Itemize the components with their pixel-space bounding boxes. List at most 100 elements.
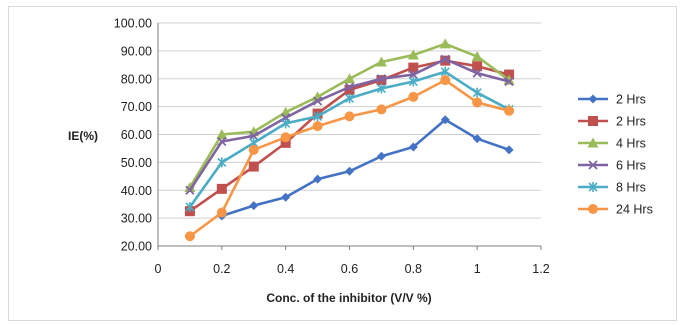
legend-marker	[587, 137, 599, 148]
legend: 2 Hrs 2 Hrs 4 Hrs 6 Hrs 8 Hrs 24 Hrs	[578, 93, 653, 217]
gridlines	[158, 22, 541, 247]
data-point	[249, 201, 259, 211]
data-point	[408, 62, 419, 73]
series-4	[185, 54, 514, 195]
legend-marker	[588, 160, 598, 170]
data-point	[472, 87, 482, 98]
legend-item: 2 Hrs	[578, 115, 646, 129]
series-5	[185, 66, 514, 212]
data-point	[217, 136, 227, 147]
y-tick-label: 60.00	[121, 128, 152, 142]
x-tick-label: 1.2	[532, 262, 549, 276]
data-point	[344, 111, 355, 122]
data-point	[504, 105, 515, 116]
data-point	[440, 54, 450, 64]
data-point	[185, 201, 195, 212]
data-point	[312, 96, 323, 106]
data-point	[376, 83, 386, 94]
series-line	[221, 118, 510, 218]
data-point	[375, 56, 387, 67]
data-point	[217, 157, 227, 168]
data-point	[407, 49, 419, 60]
data-point	[376, 75, 387, 86]
series-line	[189, 78, 510, 238]
y-tick-label: 70.00	[121, 100, 152, 114]
y-tick-label: 50.00	[121, 156, 152, 170]
legend-label: 2 Hrs	[616, 93, 646, 107]
data-point	[216, 207, 227, 218]
axes	[157, 23, 542, 250]
chart-frame	[8, 6, 677, 321]
legend-label: 24 Hrs	[616, 203, 653, 217]
data-point	[376, 151, 386, 161]
legend-item: 4 Hrs	[578, 137, 646, 151]
x-tick-label: 0.8	[405, 262, 422, 276]
data-point	[408, 76, 418, 87]
y-tick-label: 90.00	[121, 44, 152, 58]
data-point	[408, 91, 419, 102]
data-point	[344, 73, 355, 84]
y-tick-label: 100.00	[114, 17, 152, 31]
data-point	[345, 166, 354, 176]
legend-label: 6 Hrs	[616, 159, 646, 173]
legend-item: 6 Hrs	[578, 159, 646, 173]
data-point	[504, 69, 515, 80]
series-lines	[184, 38, 515, 242]
data-point	[313, 174, 323, 184]
x-tick-label: 0.4	[277, 262, 294, 276]
legend-marker	[588, 116, 598, 126]
data-point	[344, 84, 355, 95]
data-point	[504, 76, 514, 87]
data-point	[439, 38, 451, 49]
data-point	[249, 131, 259, 141]
legend-item: 8 Hrs	[578, 181, 646, 195]
series-6	[184, 75, 515, 242]
series-1	[217, 115, 514, 221]
data-point	[280, 132, 291, 143]
legend-label: 4 Hrs	[616, 137, 646, 151]
data-point	[376, 74, 387, 84]
data-point	[376, 104, 387, 115]
y-tick-label: 80.00	[121, 72, 152, 86]
x-axis-title: Conc. of the inhibitor (V/V %)	[266, 291, 431, 305]
data-point	[313, 111, 323, 122]
data-point	[504, 145, 514, 155]
data-point	[185, 185, 195, 195]
data-point	[472, 61, 483, 72]
data-point	[312, 121, 323, 132]
y-axis-title: IE(%)	[68, 129, 98, 143]
data-point	[440, 75, 451, 86]
tick-labels: 20.00 30.00 40.00 50.00 60.00 70.00 80.00 90.00…	[114, 17, 550, 277]
data-point	[184, 181, 196, 192]
legend-marker	[588, 94, 598, 104]
x-tick-label: 0	[155, 262, 162, 276]
data-point	[471, 50, 483, 61]
data-point	[184, 231, 195, 242]
data-point	[472, 68, 482, 78]
data-point	[281, 118, 291, 129]
data-point	[280, 137, 291, 148]
data-point	[216, 183, 227, 194]
data-point	[216, 129, 228, 139]
legend-item: 24 Hrs	[578, 203, 653, 217]
y-tick-label: 30.00	[121, 212, 152, 226]
x-tick-label: 1	[474, 262, 481, 276]
data-point	[248, 144, 259, 155]
y-tick-label: 20.00	[121, 240, 152, 254]
data-point	[440, 115, 450, 125]
data-point	[344, 82, 355, 92]
legend-label: 2 Hrs	[616, 115, 646, 129]
x-tick-label: 0.2	[213, 262, 230, 276]
legend-marker	[588, 204, 598, 214]
data-point	[472, 134, 482, 144]
data-point	[248, 161, 259, 172]
legend-label: 8 Hrs	[616, 181, 646, 195]
data-point	[281, 192, 291, 202]
x-tick-label: 0.6	[341, 262, 358, 276]
data-point	[408, 69, 418, 80]
data-point	[472, 97, 483, 108]
legend-item: 2 Hrs	[578, 93, 646, 107]
y-tick-label: 40.00	[121, 184, 152, 198]
data-point	[440, 66, 450, 77]
